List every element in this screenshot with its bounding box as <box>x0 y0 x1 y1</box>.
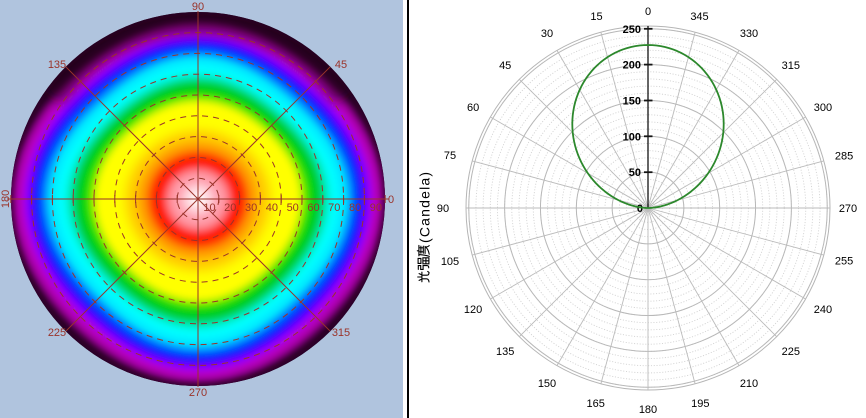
svg-text:90: 90 <box>437 203 449 215</box>
svg-text:60: 60 <box>307 202 319 214</box>
svg-text:75: 75 <box>444 150 456 162</box>
svg-text:225: 225 <box>782 346 800 358</box>
svg-text:70: 70 <box>328 202 340 214</box>
svg-text:0: 0 <box>645 6 651 18</box>
svg-text:15: 15 <box>590 11 602 23</box>
svg-text:100: 100 <box>623 131 641 143</box>
svg-text:90: 90 <box>192 1 204 13</box>
svg-text:120: 120 <box>464 304 482 316</box>
svg-text:270: 270 <box>189 387 207 399</box>
svg-text:315: 315 <box>782 60 800 72</box>
svg-text:105: 105 <box>441 256 459 268</box>
svg-text:180: 180 <box>639 404 657 416</box>
svg-text:210: 210 <box>740 378 758 390</box>
svg-text:240: 240 <box>814 304 832 316</box>
svg-text:40: 40 <box>266 202 278 214</box>
svg-text:330: 330 <box>740 28 758 40</box>
svg-text:90: 90 <box>370 202 382 214</box>
svg-text:250: 250 <box>623 24 641 36</box>
svg-text:255: 255 <box>835 256 853 268</box>
svg-text:80: 80 <box>349 202 361 214</box>
svg-text:0: 0 <box>637 203 643 215</box>
svg-text:150: 150 <box>538 378 556 390</box>
svg-text:345: 345 <box>690 11 708 23</box>
svg-text:135: 135 <box>496 346 514 358</box>
svg-text:270: 270 <box>839 203 857 215</box>
svg-text:(Candela): (Candela) <box>417 171 433 243</box>
svg-text:50: 50 <box>287 202 299 214</box>
svg-text:20: 20 <box>224 202 236 214</box>
svg-text:200: 200 <box>623 60 641 72</box>
svg-text:60: 60 <box>467 102 479 114</box>
svg-text:315: 315 <box>332 327 350 339</box>
svg-text:0: 0 <box>388 194 394 206</box>
svg-text:225: 225 <box>48 327 66 339</box>
svg-text:300: 300 <box>814 102 832 114</box>
svg-text:195: 195 <box>691 398 709 410</box>
svg-text:165: 165 <box>587 398 605 410</box>
svg-text:45: 45 <box>335 59 347 71</box>
svg-text:135: 135 <box>48 59 66 71</box>
svg-text:10: 10 <box>203 202 215 214</box>
svg-text:150: 150 <box>623 96 641 108</box>
svg-text:30: 30 <box>245 202 257 214</box>
svg-text:50: 50 <box>629 167 641 179</box>
svg-text:45: 45 <box>499 60 511 72</box>
svg-text:180: 180 <box>0 190 12 208</box>
svg-text:285: 285 <box>835 151 853 163</box>
svg-text:30: 30 <box>541 28 553 40</box>
